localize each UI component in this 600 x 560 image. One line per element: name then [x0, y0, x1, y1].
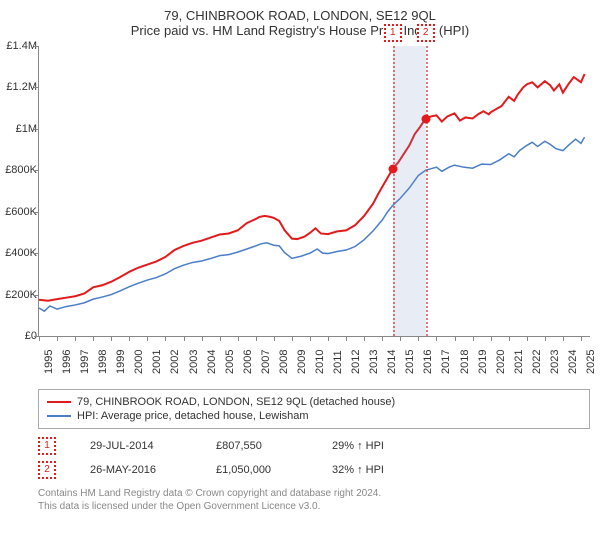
x-axis-label: 2012 [350, 350, 362, 374]
sale-price: £1,050,000 [216, 464, 298, 476]
page-subtitle: Price paid vs. HM Land Registry's House … [0, 23, 600, 38]
x-axis-label: 2024 [567, 350, 579, 374]
x-axis-label: 2011 [332, 350, 344, 374]
sale-date: 26-MAY-2016 [90, 464, 182, 476]
x-axis-label: 2015 [404, 350, 416, 374]
x-axis-label: 2019 [477, 350, 489, 374]
x-axis-label: 2002 [169, 350, 181, 374]
x-axis-label: 2018 [459, 350, 471, 374]
x-axis-label: 1996 [61, 350, 73, 374]
sales-row: 1 29-JUL-2014 £807,550 29% ↑ HPI [38, 437, 600, 455]
page-title: 79, CHINBROOK ROAD, LONDON, SE12 9QL [0, 8, 600, 23]
y-axis-label: £200K [0, 289, 37, 301]
sale-price: £807,550 [216, 440, 298, 452]
legend-item-property: 79, CHINBROOK ROAD, LONDON, SE12 9QL (de… [47, 396, 581, 408]
credit-text: Contains HM Land Registry data © Crown c… [38, 487, 590, 513]
legend-swatch [47, 401, 71, 403]
x-axis-label: 2010 [314, 350, 326, 374]
sales-row: 2 26-MAY-2016 £1,050,000 32% ↑ HPI [38, 461, 600, 479]
series-line [39, 74, 585, 301]
legend-label: 79, CHINBROOK ROAD, LONDON, SE12 9QL (de… [77, 396, 395, 408]
y-axis-label: £400K [0, 247, 37, 259]
x-axis-label: 1998 [97, 350, 109, 374]
legend-item-hpi: HPI: Average price, detached house, Lewi… [47, 410, 581, 422]
x-axis-label: 2021 [513, 350, 525, 374]
x-axis-label: 2013 [368, 350, 380, 374]
y-axis-label: £600K [0, 206, 37, 218]
x-axis-label: 2014 [386, 350, 398, 374]
y-axis-label: £1.2M [0, 81, 37, 93]
sales-table: 1 29-JUL-2014 £807,550 29% ↑ HPI 2 26-MA… [38, 437, 600, 479]
x-axis-label: 2022 [531, 350, 543, 374]
y-axis-label: £1.4M [0, 40, 37, 52]
y-axis-label: £0 [0, 330, 37, 342]
sale-vs-hpi: 32% ↑ HPI [332, 464, 384, 476]
legend-swatch [47, 415, 71, 417]
credit-line: This data is licensed under the Open Gov… [38, 500, 590, 513]
sale-vline [393, 46, 395, 336]
x-axis-label: 2004 [206, 350, 218, 374]
chart: £0£200K£400K£600K£800K£1M£1.2M£1.4M19951… [38, 46, 590, 337]
sale-date: 29-JUL-2014 [90, 440, 182, 452]
sale-marker-icon: 2 [417, 24, 435, 42]
x-axis-label: 2020 [495, 350, 507, 374]
chart-lines [39, 46, 590, 336]
shaded-region [393, 46, 426, 336]
x-axis-label: 2017 [440, 350, 452, 374]
x-axis-label: 2007 [260, 350, 272, 374]
x-axis-label: 2001 [151, 350, 163, 374]
y-axis-label: £1M [0, 123, 37, 135]
sale-marker-icon: 2 [38, 461, 56, 479]
plot-area: £0£200K£400K£600K£800K£1M£1.2M£1.4M19951… [38, 46, 590, 337]
sale-marker-icon: 1 [38, 437, 56, 455]
x-axis-label: 2009 [296, 350, 308, 374]
x-axis-label: 1999 [115, 350, 127, 374]
legend: 79, CHINBROOK ROAD, LONDON, SE12 9QL (de… [38, 389, 590, 429]
sale-vline [426, 46, 428, 336]
x-axis-label: 2008 [278, 350, 290, 374]
x-axis-label: 2016 [422, 350, 434, 374]
series-line [39, 137, 585, 311]
sale-dot [388, 164, 397, 173]
sale-vs-hpi: 29% ↑ HPI [332, 440, 384, 452]
sale-dot [421, 114, 430, 123]
x-axis-label: 2003 [188, 350, 200, 374]
sale-marker-icon: 1 [384, 24, 402, 42]
x-axis-label: 1997 [79, 350, 91, 374]
x-axis-label: 2005 [224, 350, 236, 374]
credit-line: Contains HM Land Registry data © Crown c… [38, 487, 590, 500]
x-axis-label: 2006 [242, 350, 254, 374]
y-axis-label: £800K [0, 164, 37, 176]
x-axis-label: 1995 [43, 350, 55, 374]
legend-label: HPI: Average price, detached house, Lewi… [77, 410, 309, 422]
x-axis-label: 2025 [585, 350, 597, 374]
x-axis-label: 2000 [133, 350, 145, 374]
x-axis-label: 2023 [549, 350, 561, 374]
